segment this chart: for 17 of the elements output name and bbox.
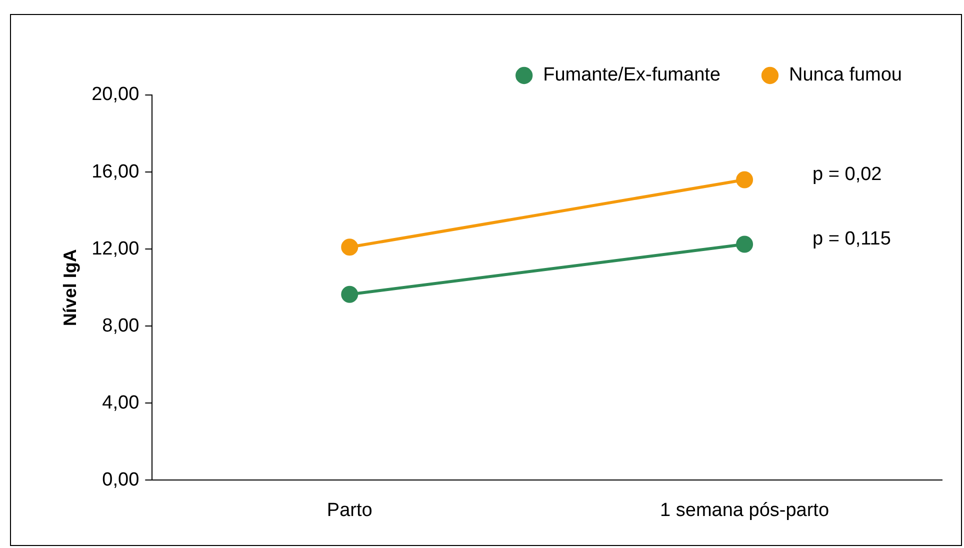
annotation: p = 0,115	[812, 228, 891, 250]
legend-label: Fumante/Ex-fumante	[543, 64, 721, 86]
point	[341, 238, 358, 256]
y-axis-title: Nível IgA	[60, 249, 80, 326]
point	[341, 286, 358, 303]
y-tick-label: 20,00	[92, 84, 140, 106]
y-tick-label: 12,00	[92, 238, 140, 260]
x-tick-label: Parto	[326, 500, 372, 521]
y-tick-label: 16,00	[92, 161, 140, 182]
annotation: p = 0,02	[812, 164, 882, 185]
y-tick-label: 4,00	[102, 392, 140, 414]
point	[736, 171, 754, 188]
y-tick-label: 8,00	[102, 315, 140, 336]
point	[736, 236, 754, 253]
legend-label: Nunca fumou	[788, 64, 902, 86]
x-tick-label: 1 semana pós-parto	[660, 500, 830, 521]
y-tick-label: 0,00	[102, 469, 140, 490]
